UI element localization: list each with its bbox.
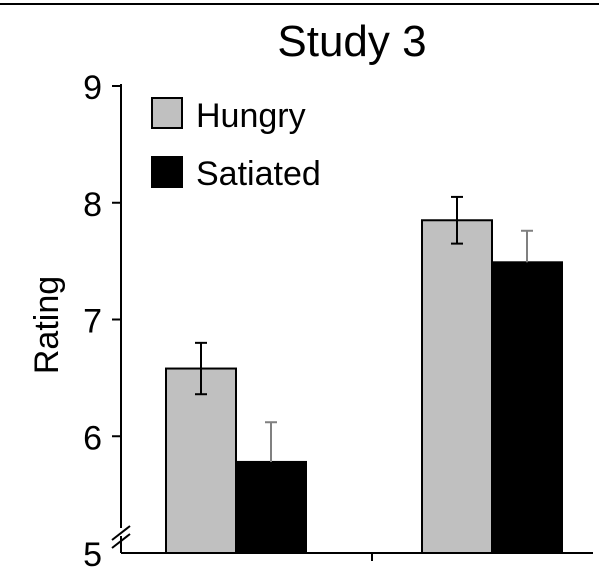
y-tick-label: 5 — [83, 536, 102, 569]
legend-swatch-hungry — [151, 97, 183, 129]
y-tick-label: 6 — [83, 419, 102, 457]
legend-label-satiated: Satiated — [196, 155, 321, 193]
y-axis-label: Rating — [28, 276, 66, 374]
bar-hungry — [165, 367, 237, 554]
legend-label-hungry: Hungry — [196, 97, 306, 135]
chart-title: Study 3 — [277, 17, 426, 66]
legend-swatch-satiated — [151, 156, 183, 188]
legend: Hungry Satiated — [151, 97, 321, 193]
error-bar — [265, 421, 277, 462]
error-bar — [521, 229, 533, 263]
y-axis-ticks: 5 6 7 8 9 — [83, 69, 121, 569]
bar-hungry — [421, 219, 493, 554]
error-bar — [195, 341, 207, 396]
y-tick-label: 9 — [83, 69, 102, 107]
bar-satiated — [491, 261, 563, 554]
y-tick-label: 8 — [83, 186, 102, 224]
bars-group — [165, 195, 563, 554]
bar-satiated — [235, 460, 307, 554]
y-tick-label: 7 — [83, 303, 102, 341]
error-bar — [451, 195, 463, 245]
